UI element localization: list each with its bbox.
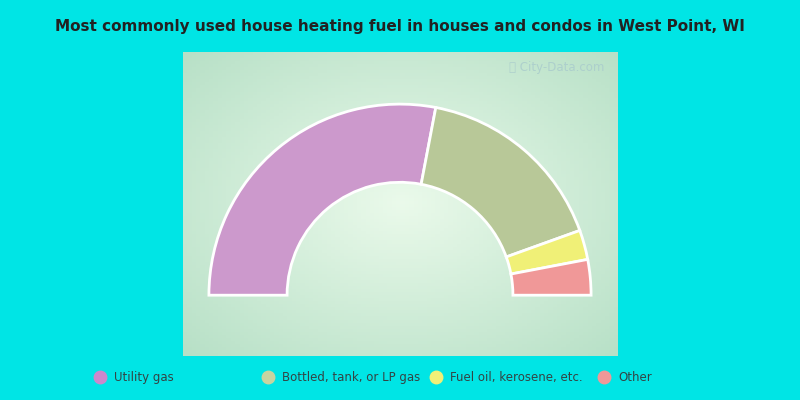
Wedge shape <box>421 108 580 257</box>
Text: Most commonly used house heating fuel in houses and condos in West Point, WI: Most commonly used house heating fuel in… <box>55 18 745 34</box>
Text: ⓘ City-Data.com: ⓘ City-Data.com <box>509 61 604 74</box>
Text: Bottled, tank, or LP gas: Bottled, tank, or LP gas <box>282 371 421 384</box>
Text: Fuel oil, kerosene, etc.: Fuel oil, kerosene, etc. <box>450 371 583 384</box>
Wedge shape <box>209 104 436 295</box>
Wedge shape <box>511 259 591 295</box>
Wedge shape <box>506 230 588 274</box>
Text: Other: Other <box>618 371 652 384</box>
Text: Utility gas: Utility gas <box>114 371 174 384</box>
